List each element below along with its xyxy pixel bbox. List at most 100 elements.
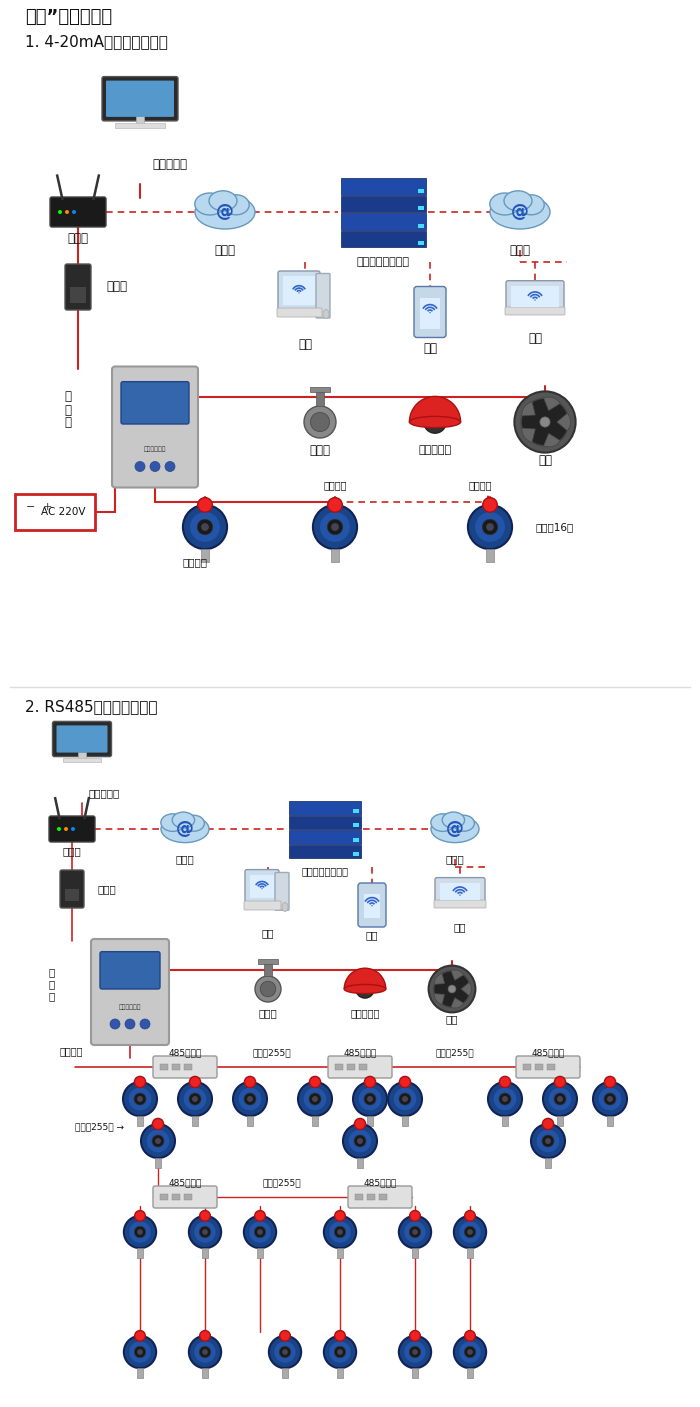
Circle shape [248, 1221, 272, 1244]
Bar [322, 523, 348, 530]
FancyBboxPatch shape [60, 870, 84, 908]
Bar [360, 1096, 380, 1102]
Bar [395, 1096, 415, 1102]
FancyBboxPatch shape [102, 76, 178, 121]
Circle shape [604, 1093, 616, 1104]
Bar [340, 212, 426, 229]
Circle shape [536, 1128, 560, 1152]
Bar [282, 1368, 288, 1377]
Circle shape [514, 391, 575, 453]
Bar [172, 1195, 180, 1200]
Circle shape [468, 505, 512, 549]
Bar [535, 1064, 543, 1069]
Circle shape [135, 461, 145, 471]
Bar [172, 1064, 180, 1069]
Bar [184, 1195, 192, 1200]
Bar [545, 1158, 551, 1168]
Bar [405, 1349, 424, 1355]
Bar [78, 753, 86, 760]
Circle shape [269, 1335, 301, 1368]
Bar [353, 853, 359, 855]
Circle shape [123, 1082, 157, 1116]
Circle shape [429, 312, 430, 314]
Bar [440, 882, 480, 900]
Bar [367, 1195, 375, 1200]
Ellipse shape [504, 191, 532, 211]
Bar [305, 1096, 325, 1102]
Text: 讯: 讯 [49, 979, 55, 989]
FancyBboxPatch shape [328, 1057, 392, 1078]
Circle shape [165, 461, 175, 471]
Text: 转换器: 转换器 [98, 884, 117, 893]
Wedge shape [522, 402, 536, 416]
Circle shape [152, 1135, 164, 1147]
Text: 报警控制主机: 报警控制主机 [119, 1005, 141, 1010]
FancyBboxPatch shape [244, 900, 281, 910]
Circle shape [335, 1331, 345, 1341]
Bar [337, 1368, 343, 1377]
Text: 安帕尔网络服务器: 安帕尔网络服务器 [302, 865, 349, 877]
Bar [240, 1096, 260, 1102]
Circle shape [194, 1341, 216, 1363]
Circle shape [593, 1082, 627, 1116]
Circle shape [72, 210, 76, 214]
Bar [353, 809, 359, 812]
Circle shape [358, 1088, 382, 1112]
Circle shape [282, 1349, 288, 1355]
Circle shape [402, 1096, 408, 1102]
Circle shape [328, 498, 342, 512]
Bar [184, 1064, 192, 1069]
Bar [201, 549, 209, 563]
Circle shape [189, 1093, 201, 1104]
Bar [461, 1349, 480, 1355]
Circle shape [183, 1088, 207, 1112]
FancyBboxPatch shape [15, 494, 95, 530]
Circle shape [189, 1335, 221, 1368]
Circle shape [410, 1346, 421, 1358]
Circle shape [459, 895, 461, 896]
Circle shape [202, 1349, 208, 1355]
Circle shape [388, 1082, 422, 1116]
Bar [420, 297, 440, 328]
Circle shape [313, 505, 357, 549]
Circle shape [542, 1135, 554, 1147]
Circle shape [199, 1346, 211, 1358]
FancyBboxPatch shape [278, 272, 320, 310]
Circle shape [531, 1124, 565, 1158]
Circle shape [233, 1082, 267, 1116]
Circle shape [337, 1349, 343, 1355]
Bar [550, 1096, 570, 1102]
Text: 终端: 终端 [528, 332, 542, 345]
Circle shape [202, 1230, 208, 1235]
Wedge shape [434, 974, 444, 985]
Circle shape [134, 1093, 146, 1104]
FancyBboxPatch shape [348, 1186, 412, 1209]
Text: 通: 通 [49, 967, 55, 976]
Circle shape [488, 1082, 522, 1116]
Bar [412, 1248, 418, 1258]
Text: 信号输出: 信号输出 [468, 480, 491, 490]
Circle shape [57, 827, 61, 832]
Bar [538, 1138, 558, 1144]
Bar [130, 1096, 150, 1102]
Circle shape [197, 519, 213, 535]
Bar [461, 1230, 480, 1234]
Bar [412, 1368, 418, 1377]
Bar [467, 1368, 473, 1377]
Circle shape [137, 1230, 143, 1235]
Circle shape [134, 1346, 146, 1358]
Bar [340, 196, 426, 212]
Text: 路由器: 路由器 [67, 232, 88, 245]
Wedge shape [522, 428, 536, 442]
Text: 终端: 终端 [454, 922, 466, 931]
Text: 电磁阀: 电磁阀 [309, 443, 330, 456]
Circle shape [464, 1227, 476, 1238]
Text: 手机: 手机 [423, 342, 437, 355]
Circle shape [448, 985, 456, 993]
Bar [523, 1064, 531, 1069]
Circle shape [140, 1019, 150, 1029]
Circle shape [393, 1088, 417, 1112]
FancyBboxPatch shape [245, 870, 279, 903]
FancyBboxPatch shape [435, 878, 485, 905]
FancyBboxPatch shape [358, 884, 386, 927]
